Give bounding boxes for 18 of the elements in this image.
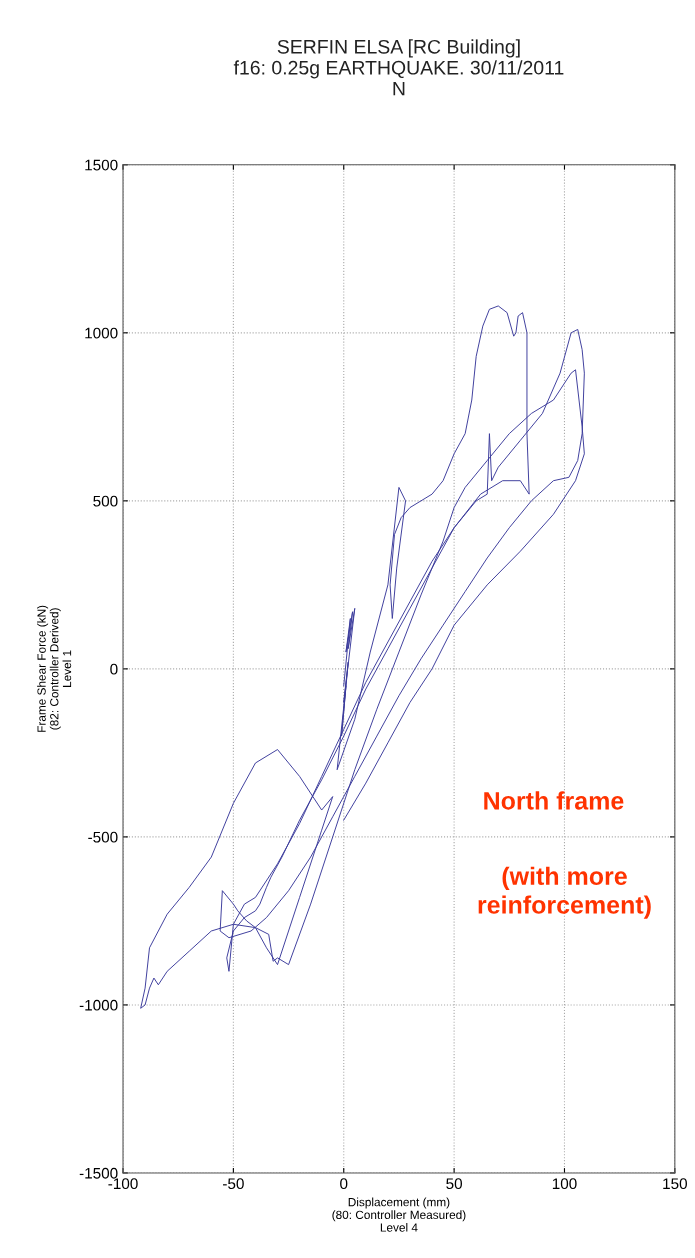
annotation: North frame bbox=[484, 791, 624, 810]
y-tick-label: -500 bbox=[88, 831, 118, 843]
y-tick-label: 1000 bbox=[85, 327, 118, 339]
y-tick-label: 1500 bbox=[85, 159, 118, 171]
y-tick-label: -1500 bbox=[79, 1167, 118, 1179]
y-tick-label: -1000 bbox=[79, 999, 118, 1011]
x-tick-label: -50 bbox=[223, 1178, 244, 1190]
y-axis-title: Frame Shear Force (kN) (82: Controller Derived) Level 1 bbox=[37, 605, 72, 732]
x-tick-label: 0 bbox=[340, 1178, 348, 1190]
x-axis-title: Displacement (mm) (80: Controller Measured) Level 4 bbox=[332, 1197, 466, 1232]
x-tick-label: 150 bbox=[663, 1178, 687, 1190]
x-tick-label: -100 bbox=[108, 1178, 138, 1190]
annotation: (with more reinforcement) bbox=[478, 866, 651, 919]
y-tick-label: 500 bbox=[93, 495, 118, 507]
y-tick-label: 0 bbox=[110, 663, 118, 675]
chart-title: SERFIN ELSA [RC Building] f16: 0.25g EARTHQUAKE. 30/11/2011 N bbox=[233, 39, 564, 96]
x-tick-label: 100 bbox=[552, 1178, 577, 1190]
x-tick-label: 50 bbox=[446, 1178, 463, 1190]
